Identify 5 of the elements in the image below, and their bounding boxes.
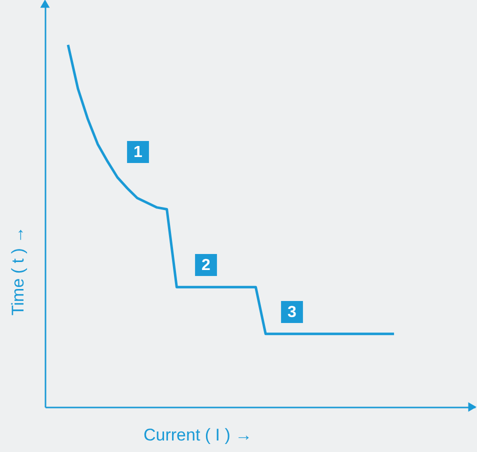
y-axis-title: Time ( t ) → [8, 226, 28, 316]
annotation: 3 [288, 304, 297, 321]
annotation: 1 [134, 144, 143, 161]
x-axis-title: Current ( I ) → [144, 426, 252, 444]
annotation: 2 [202, 257, 211, 274]
